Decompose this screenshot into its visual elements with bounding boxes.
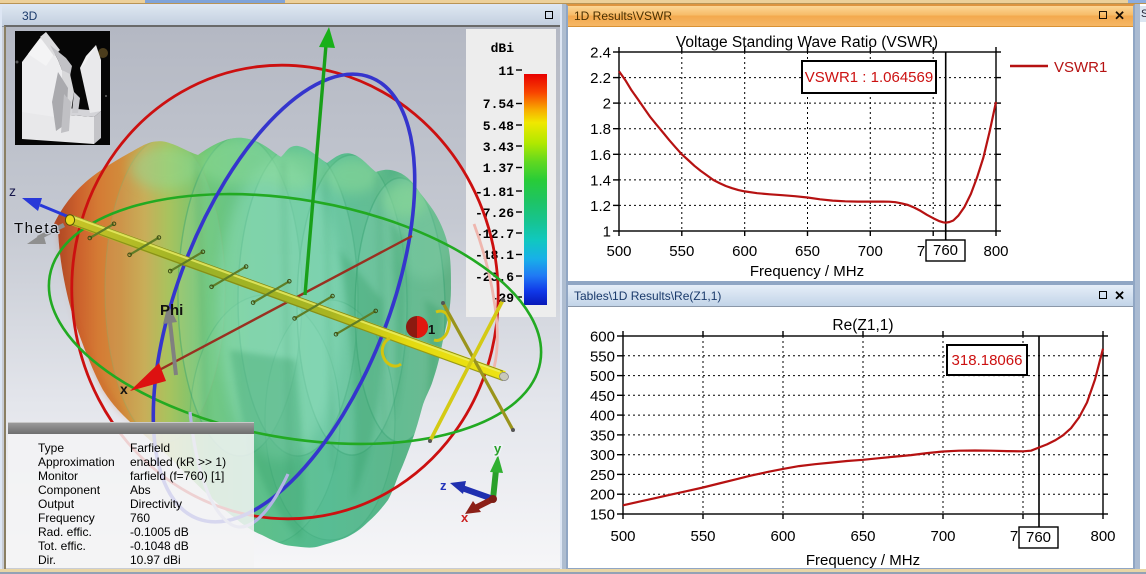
svg-text:760: 760 xyxy=(1026,529,1051,546)
svg-text:z: z xyxy=(440,478,447,493)
svg-text:1.2: 1.2 xyxy=(590,198,611,215)
svg-text:600: 600 xyxy=(770,528,795,545)
svg-text:600: 600 xyxy=(732,243,757,260)
svg-text:z: z xyxy=(9,183,16,199)
svg-text:1.6: 1.6 xyxy=(590,147,611,164)
svg-text:1: 1 xyxy=(428,322,435,337)
svg-text:500: 500 xyxy=(610,528,635,545)
svg-text:1.37: 1.37 xyxy=(483,161,514,176)
svg-text:Theta: Theta xyxy=(14,220,60,237)
svg-text:500: 500 xyxy=(590,368,615,385)
svg-text:Voltage Standing Wave Ratio (V: Voltage Standing Wave Ratio (VSWR) xyxy=(676,34,938,51)
svg-text:800: 800 xyxy=(983,243,1008,260)
svg-text:7: 7 xyxy=(917,243,925,260)
svg-text:600: 600 xyxy=(590,329,615,346)
svg-text:y: y xyxy=(494,441,502,456)
svg-text:x: x xyxy=(120,381,128,397)
svg-text:450: 450 xyxy=(590,388,615,405)
svg-text:800: 800 xyxy=(1090,528,1115,545)
svg-text:700: 700 xyxy=(858,243,883,260)
svg-text:760: 760 xyxy=(933,242,958,259)
svg-text:7: 7 xyxy=(1010,528,1018,545)
svg-text:550: 550 xyxy=(669,243,694,260)
svg-text:300: 300 xyxy=(590,447,615,464)
svg-text:x: x xyxy=(461,510,469,525)
svg-text:500: 500 xyxy=(606,243,631,260)
svg-text:1: 1 xyxy=(603,224,611,241)
svg-text:650: 650 xyxy=(795,243,820,260)
svg-text:11: 11 xyxy=(498,64,514,79)
svg-text:3.43: 3.43 xyxy=(483,140,514,155)
svg-text:650: 650 xyxy=(850,528,875,545)
svg-text:200: 200 xyxy=(590,487,615,504)
svg-text:2.2: 2.2 xyxy=(590,70,611,87)
svg-text:2: 2 xyxy=(603,96,611,113)
svg-text:550: 550 xyxy=(690,528,715,545)
svg-text:700: 700 xyxy=(930,528,955,545)
svg-text:7.54: 7.54 xyxy=(483,97,514,112)
svg-text:2.4: 2.4 xyxy=(590,45,611,62)
svg-text:-23.6: -23.6 xyxy=(475,270,514,285)
svg-text:Frequency / MHz: Frequency / MHz xyxy=(750,263,864,280)
svg-text:5.48: 5.48 xyxy=(483,119,514,134)
svg-text:VSWR1 : 1.064569: VSWR1 : 1.064569 xyxy=(805,69,933,86)
svg-text:-12.7: -12.7 xyxy=(475,227,514,242)
svg-text:400: 400 xyxy=(590,408,615,425)
svg-text:Frequency / MHz: Frequency / MHz xyxy=(806,552,920,568)
svg-text:550: 550 xyxy=(590,348,615,365)
svg-text:150: 150 xyxy=(590,507,615,524)
svg-text:VSWR1: VSWR1 xyxy=(1054,59,1107,76)
svg-text:-1.81: -1.81 xyxy=(475,185,514,200)
svg-text:dBi: dBi xyxy=(491,41,515,56)
svg-text:250: 250 xyxy=(590,467,615,484)
svg-text:Phi: Phi xyxy=(160,302,183,319)
svg-text:318.18066: 318.18066 xyxy=(952,352,1023,369)
svg-text:1.8: 1.8 xyxy=(590,121,611,138)
svg-text:Re(Z1,1): Re(Z1,1) xyxy=(832,317,893,334)
svg-text:1.4: 1.4 xyxy=(590,172,611,189)
svg-text:350: 350 xyxy=(590,427,615,444)
